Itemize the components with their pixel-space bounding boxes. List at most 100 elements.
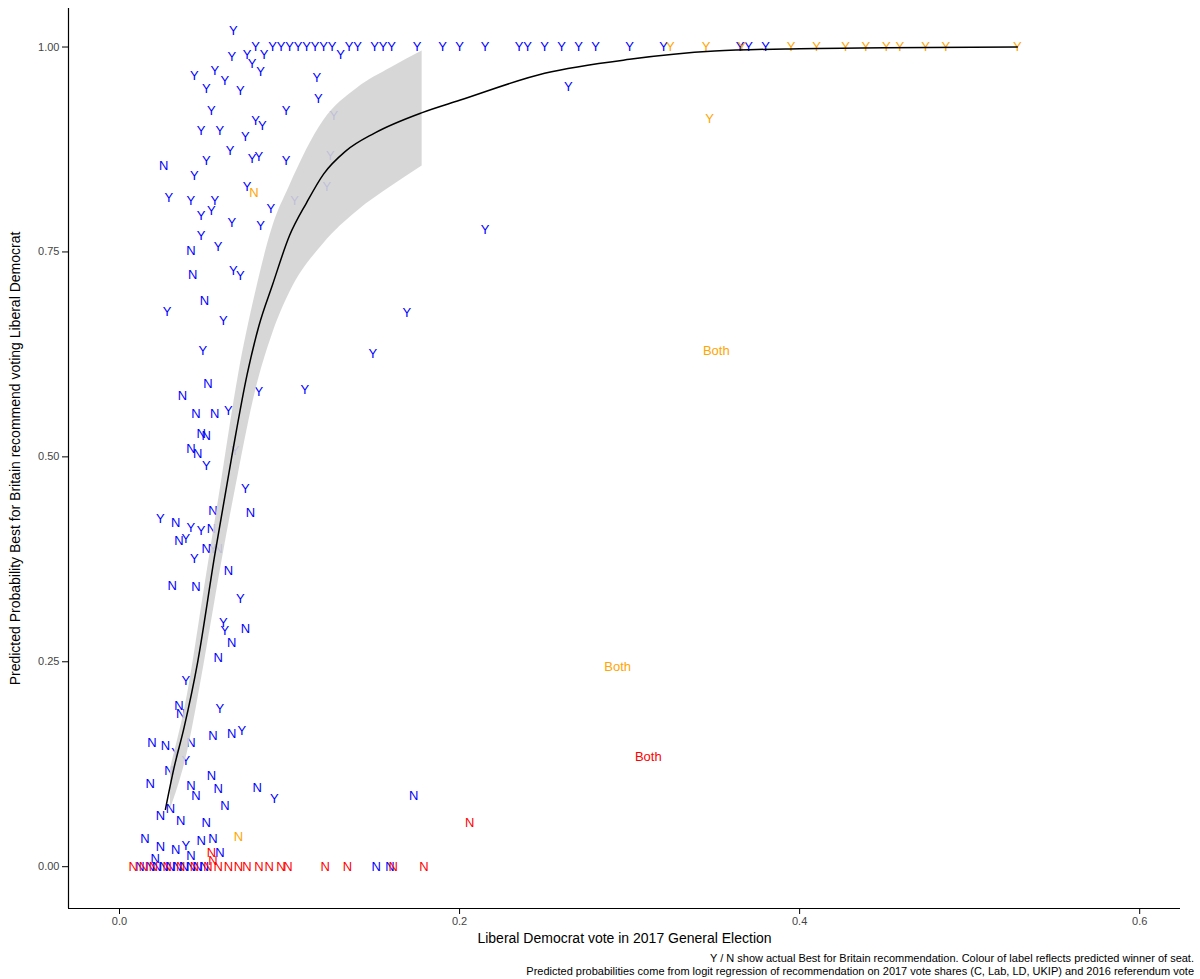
svg-text:N: N bbox=[227, 635, 236, 650]
svg-text:N: N bbox=[176, 813, 185, 828]
svg-text:N: N bbox=[171, 842, 180, 857]
svg-text:N: N bbox=[147, 735, 156, 750]
svg-text:Y: Y bbox=[227, 49, 236, 64]
svg-text:Y: Y bbox=[236, 268, 245, 283]
svg-text:Y: Y bbox=[255, 149, 264, 164]
svg-text:Y: Y bbox=[882, 39, 891, 54]
svg-text:N: N bbox=[203, 859, 212, 874]
svg-text:Y: Y bbox=[197, 208, 206, 223]
svg-text:N: N bbox=[202, 428, 211, 443]
svg-text:Y: Y bbox=[236, 591, 245, 606]
svg-text:Y: Y bbox=[921, 39, 930, 54]
svg-text:Y: Y bbox=[540, 39, 549, 54]
svg-text:Y: Y bbox=[301, 382, 310, 397]
svg-text:Y: Y bbox=[181, 838, 190, 853]
svg-text:Y: Y bbox=[241, 481, 250, 496]
svg-text:Y: Y bbox=[190, 168, 199, 183]
svg-text:N: N bbox=[186, 243, 195, 258]
svg-text:0.50: 0.50 bbox=[38, 450, 59, 462]
svg-text:N: N bbox=[249, 185, 258, 200]
svg-text:N: N bbox=[202, 815, 211, 830]
svg-text:Y: Y bbox=[190, 68, 199, 83]
svg-text:0.25: 0.25 bbox=[38, 655, 59, 667]
svg-text:N: N bbox=[213, 650, 222, 665]
svg-text:Y: Y bbox=[353, 39, 362, 54]
svg-text:N: N bbox=[246, 505, 255, 520]
svg-text:N: N bbox=[208, 728, 217, 743]
svg-text:Y: Y bbox=[163, 304, 172, 319]
svg-text:Y: Y bbox=[197, 523, 206, 538]
svg-text:Y: Y bbox=[219, 615, 228, 630]
svg-text:Y: Y bbox=[256, 64, 265, 79]
svg-text:Y: Y bbox=[625, 39, 634, 54]
svg-text:Y: Y bbox=[841, 39, 850, 54]
svg-text:Y: Y bbox=[219, 313, 228, 328]
svg-text:Y: Y bbox=[164, 190, 173, 205]
svg-text:N: N bbox=[196, 833, 205, 848]
svg-text:N: N bbox=[234, 829, 243, 844]
svg-text:N: N bbox=[254, 859, 263, 874]
svg-text:Both: Both bbox=[635, 749, 662, 764]
svg-text:N: N bbox=[162, 859, 171, 874]
svg-text:Predicted Probability Best for: Predicted Probability Best for Britain r… bbox=[7, 232, 23, 686]
svg-text:Y: Y bbox=[455, 39, 464, 54]
svg-text:Y: Y bbox=[564, 79, 573, 94]
svg-text:Y: Y bbox=[666, 39, 675, 54]
svg-text:N: N bbox=[343, 859, 352, 874]
svg-text:Y: Y bbox=[591, 39, 600, 54]
svg-text:N: N bbox=[191, 406, 200, 421]
svg-text:Y: Y bbox=[241, 129, 250, 144]
svg-text:N: N bbox=[242, 859, 251, 874]
svg-text:N: N bbox=[171, 515, 180, 530]
svg-text:N: N bbox=[241, 621, 250, 636]
svg-text:N: N bbox=[156, 808, 165, 823]
svg-text:N: N bbox=[253, 780, 262, 795]
svg-text:Y: Y bbox=[207, 103, 216, 118]
svg-text:N: N bbox=[213, 859, 222, 874]
svg-text:N: N bbox=[389, 859, 398, 874]
svg-text:Y: Y bbox=[229, 23, 238, 38]
svg-text:Y: Y bbox=[156, 511, 165, 526]
svg-text:Y: Y bbox=[314, 91, 323, 106]
svg-text:N: N bbox=[372, 859, 381, 874]
svg-text:Both: Both bbox=[604, 659, 631, 674]
svg-text:Y: Y bbox=[942, 39, 951, 54]
svg-text:N: N bbox=[168, 578, 177, 593]
svg-text:N: N bbox=[465, 815, 474, 830]
svg-text:N: N bbox=[200, 293, 209, 308]
svg-text:Y: Y bbox=[737, 39, 746, 54]
svg-text:N: N bbox=[191, 579, 200, 594]
svg-text:Y: Y bbox=[202, 458, 211, 473]
svg-text:Y: Y bbox=[256, 218, 265, 233]
svg-text:Y: Y bbox=[197, 123, 206, 138]
svg-text:Y: Y bbox=[761, 39, 770, 54]
svg-text:Liberal Democrat vote in 2017: Liberal Democrat vote in 2017 General El… bbox=[477, 930, 771, 946]
svg-text:Y: Y bbox=[207, 203, 216, 218]
svg-text:Y: Y bbox=[202, 153, 211, 168]
svg-text:Y: Y bbox=[387, 39, 396, 54]
svg-text:Y: Y bbox=[438, 39, 447, 54]
svg-text:0.6: 0.6 bbox=[1132, 915, 1147, 927]
svg-text:N: N bbox=[203, 376, 212, 391]
svg-text:Y: Y bbox=[574, 39, 583, 54]
svg-text:1.00: 1.00 bbox=[38, 41, 59, 53]
svg-text:Y: Y bbox=[896, 39, 905, 54]
svg-text:Y: Y bbox=[187, 193, 196, 208]
svg-text:N: N bbox=[176, 859, 185, 874]
svg-text:Y: Y bbox=[282, 153, 291, 168]
svg-text:N: N bbox=[208, 831, 217, 846]
svg-text:N: N bbox=[283, 859, 292, 874]
svg-text:Y: Y bbox=[312, 70, 321, 85]
svg-text:Y: Y bbox=[181, 531, 190, 546]
svg-text:0.2: 0.2 bbox=[452, 915, 467, 927]
svg-text:Y: Y bbox=[481, 222, 490, 237]
svg-text:0.4: 0.4 bbox=[792, 915, 807, 927]
svg-text:N: N bbox=[191, 788, 200, 803]
svg-text:N: N bbox=[188, 267, 197, 282]
svg-text:0.0: 0.0 bbox=[112, 915, 127, 927]
svg-text:Y: Y bbox=[282, 103, 291, 118]
svg-text:N: N bbox=[264, 859, 273, 874]
svg-text:Y: Y bbox=[236, 83, 245, 98]
svg-text:Y: Y bbox=[787, 39, 796, 54]
svg-text:N: N bbox=[213, 781, 222, 796]
